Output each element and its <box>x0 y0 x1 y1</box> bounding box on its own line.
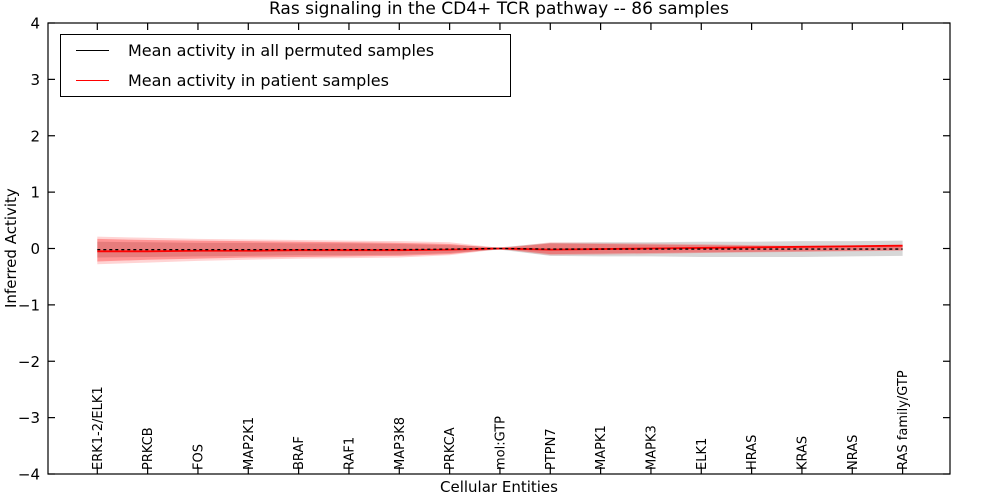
x-tick-label: PRKCA <box>443 427 458 470</box>
x-tick-label: PRKCB <box>141 427 156 470</box>
x-tick-label: ERK1-2/ELK1 <box>91 386 106 470</box>
y-tick-label: −1 <box>18 296 40 314</box>
y-tick-label: 0 <box>30 240 40 258</box>
chart-title: Ras signaling in the CD4+ TCR pathway --… <box>268 0 729 19</box>
patient-std-band-inner <box>97 238 903 262</box>
y-tick-label: 1 <box>30 184 40 202</box>
legend-line-sample-permuted <box>76 50 109 51</box>
x-tick-label: MAPK3 <box>644 425 659 470</box>
x-tick-label: FOS <box>191 444 206 470</box>
x-ticks <box>96 23 904 474</box>
x-tick-label: KRAS <box>795 436 810 470</box>
legend-entry-permuted: Mean activity in all permuted samples <box>61 36 510 65</box>
y-tick-labels: −4 −3 −2 −1 0 1 2 3 4 <box>18 15 40 484</box>
x-tick-label: MAPK1 <box>594 425 609 470</box>
x-tick-label: ELK1 <box>695 438 710 470</box>
x-tick-label: RAF1 <box>342 437 357 470</box>
y-tick-label: −3 <box>18 409 40 427</box>
y-tick-label: 2 <box>30 127 40 145</box>
x-tick-label: PTPN7 <box>544 428 559 470</box>
x-tick-label: HRAS <box>745 435 760 470</box>
x-tick-label: NRAS <box>846 435 861 470</box>
legend-label-permuted: Mean activity in all permuted samples <box>128 41 435 60</box>
x-tick-label: RAS family/GTP <box>896 370 911 470</box>
x-tick-label: MAP3K8 <box>393 417 408 470</box>
y-tick-label: −2 <box>18 353 40 371</box>
y-ticks <box>48 22 950 475</box>
x-axis-label: Cellular Entities <box>440 478 558 496</box>
x-tick-label: MAP2K1 <box>242 417 257 470</box>
y-tick-label: 4 <box>30 15 40 33</box>
legend-line-sample-patient <box>76 80 109 81</box>
legend-box: Mean activity in all permuted samples Me… <box>60 34 511 97</box>
series-lines <box>97 244 903 253</box>
y-tick-label: −4 <box>18 466 40 484</box>
x-tick-label: BRAF <box>292 436 307 470</box>
x-tick-label: mol:GTP <box>493 416 508 470</box>
y-tick-label: 3 <box>30 71 40 89</box>
x-tick-labels: ERK1-2/ELK1 PRKCB FOS MAP2K1 BRAF RAF1 MAP3K8 P… <box>91 370 911 470</box>
series-line-permuted <box>97 247 903 251</box>
y-axis-label: Inferred Activity <box>2 188 20 309</box>
patient-std-band-outer <box>97 236 903 265</box>
legend-label-patient: Mean activity in patient samples <box>128 71 389 90</box>
legend-entry-patient: Mean activity in patient samples <box>61 66 510 95</box>
